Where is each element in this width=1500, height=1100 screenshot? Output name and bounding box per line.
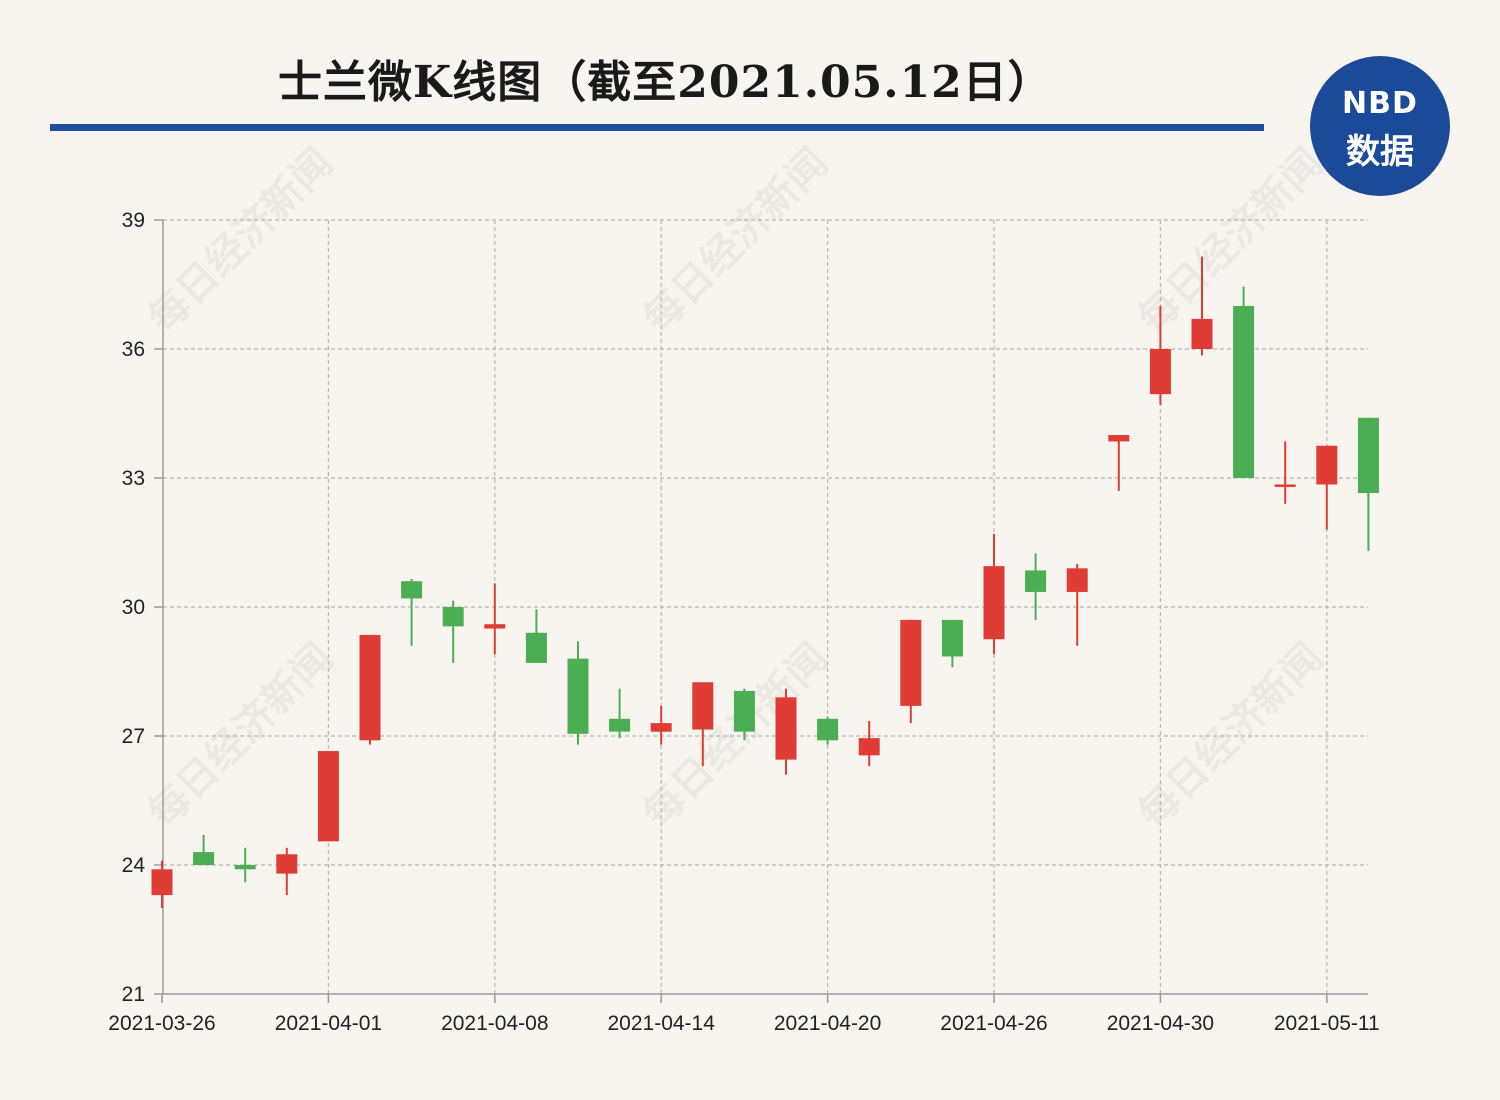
candle-body — [900, 619, 922, 706]
candle-body — [317, 751, 339, 842]
x-tick-label: 2021-04-14 — [607, 1012, 715, 1035]
candle — [900, 619, 922, 724]
candle-body — [1108, 435, 1130, 442]
candle-body — [567, 658, 589, 734]
x-tick-label: 2021-04-20 — [774, 1012, 881, 1035]
chart-title: 士兰微K线图（截至2021.05.12日） — [278, 57, 1053, 108]
candle — [317, 751, 339, 842]
candle-body — [1149, 349, 1171, 395]
candle — [151, 860, 173, 908]
candle-body — [442, 607, 464, 627]
candle-body — [1316, 445, 1338, 485]
candle-body — [692, 682, 714, 730]
candle-body — [484, 624, 506, 629]
candle — [1066, 564, 1088, 646]
candle — [484, 583, 506, 655]
candle-body — [276, 854, 298, 874]
candle — [401, 579, 423, 646]
candle — [1108, 435, 1130, 491]
candle — [1357, 417, 1379, 552]
candle-body — [1274, 484, 1296, 487]
watermark-text: 每日经济新闻 — [634, 634, 837, 837]
candle — [733, 688, 755, 741]
nbd-logo: NBD 数据 — [1310, 56, 1450, 196]
watermark-text: 每日经济新闻 — [634, 139, 837, 342]
x-tick-label: 2021-04-08 — [441, 1012, 548, 1035]
candle — [1149, 306, 1171, 405]
candle-body — [401, 581, 423, 599]
logo-text-bottom: 数据 — [1346, 132, 1414, 172]
candle-body — [775, 697, 797, 760]
y-tick-label: 21 — [122, 983, 145, 1006]
candle-body — [1233, 306, 1255, 478]
watermark-layer: 每日经济新闻每日经济新闻每日经济新闻每日经济新闻每日经济新闻每日经济新闻 — [139, 139, 1332, 837]
candle — [983, 533, 1005, 655]
candle — [775, 688, 797, 775]
x-tick-label: 2021-05-11 — [1274, 1012, 1380, 1035]
candle — [567, 641, 589, 745]
title-underline — [50, 124, 1264, 131]
candle-body — [858, 738, 880, 756]
axes — [154, 219, 1368, 1003]
y-tick-label: 33 — [122, 467, 145, 490]
candle — [525, 609, 547, 663]
candle-body — [817, 718, 839, 741]
candle — [1233, 286, 1255, 478]
candle-body — [733, 690, 755, 732]
candle — [359, 634, 381, 745]
candle-body — [151, 869, 173, 896]
y-tick-label: 24 — [122, 854, 146, 877]
watermark-text: 每日经济新闻 — [139, 139, 342, 342]
candle-body — [983, 566, 1005, 640]
candle — [193, 834, 215, 865]
y-tick-label: 36 — [122, 338, 145, 361]
candle — [858, 720, 880, 767]
candle — [1316, 445, 1338, 530]
candle-body — [1025, 570, 1047, 592]
x-tick-label: 2021-04-01 — [275, 1012, 382, 1035]
candle-body — [234, 865, 256, 870]
candle-body — [609, 718, 631, 732]
candle — [650, 705, 672, 745]
candle-body — [525, 632, 547, 663]
candle — [1274, 441, 1296, 504]
x-tick-label: 2021-03-26 — [108, 1012, 215, 1035]
candle-body — [1191, 318, 1213, 349]
x-tick-label: 2021-04-26 — [940, 1012, 1047, 1035]
candle — [1191, 256, 1213, 356]
candle — [1025, 553, 1047, 620]
y-tick-label: 30 — [122, 596, 145, 619]
candle — [442, 600, 464, 663]
y-tick-label: 39 — [122, 209, 145, 232]
candle-body — [1357, 417, 1379, 494]
tick-labels: 21 24 27 30 33 36 39 2021-03-26 2021-04-01 2021-0… — [108, 209, 1379, 1035]
candle — [609, 688, 631, 739]
candles — [151, 256, 1379, 908]
candle-body — [193, 852, 215, 865]
candle — [817, 716, 839, 745]
candle-body — [941, 619, 963, 657]
candle — [941, 619, 963, 668]
logo-text-top: NBD — [1342, 86, 1418, 121]
candle-body — [359, 634, 381, 741]
gridlines — [163, 219, 1368, 994]
y-tick-label: 27 — [122, 725, 145, 748]
x-tick-label: 2021-04-30 — [1107, 1012, 1214, 1035]
candle — [276, 847, 298, 896]
candle-body — [650, 723, 672, 732]
candle-body — [1066, 568, 1088, 592]
candle — [692, 682, 714, 767]
candle — [234, 847, 256, 883]
